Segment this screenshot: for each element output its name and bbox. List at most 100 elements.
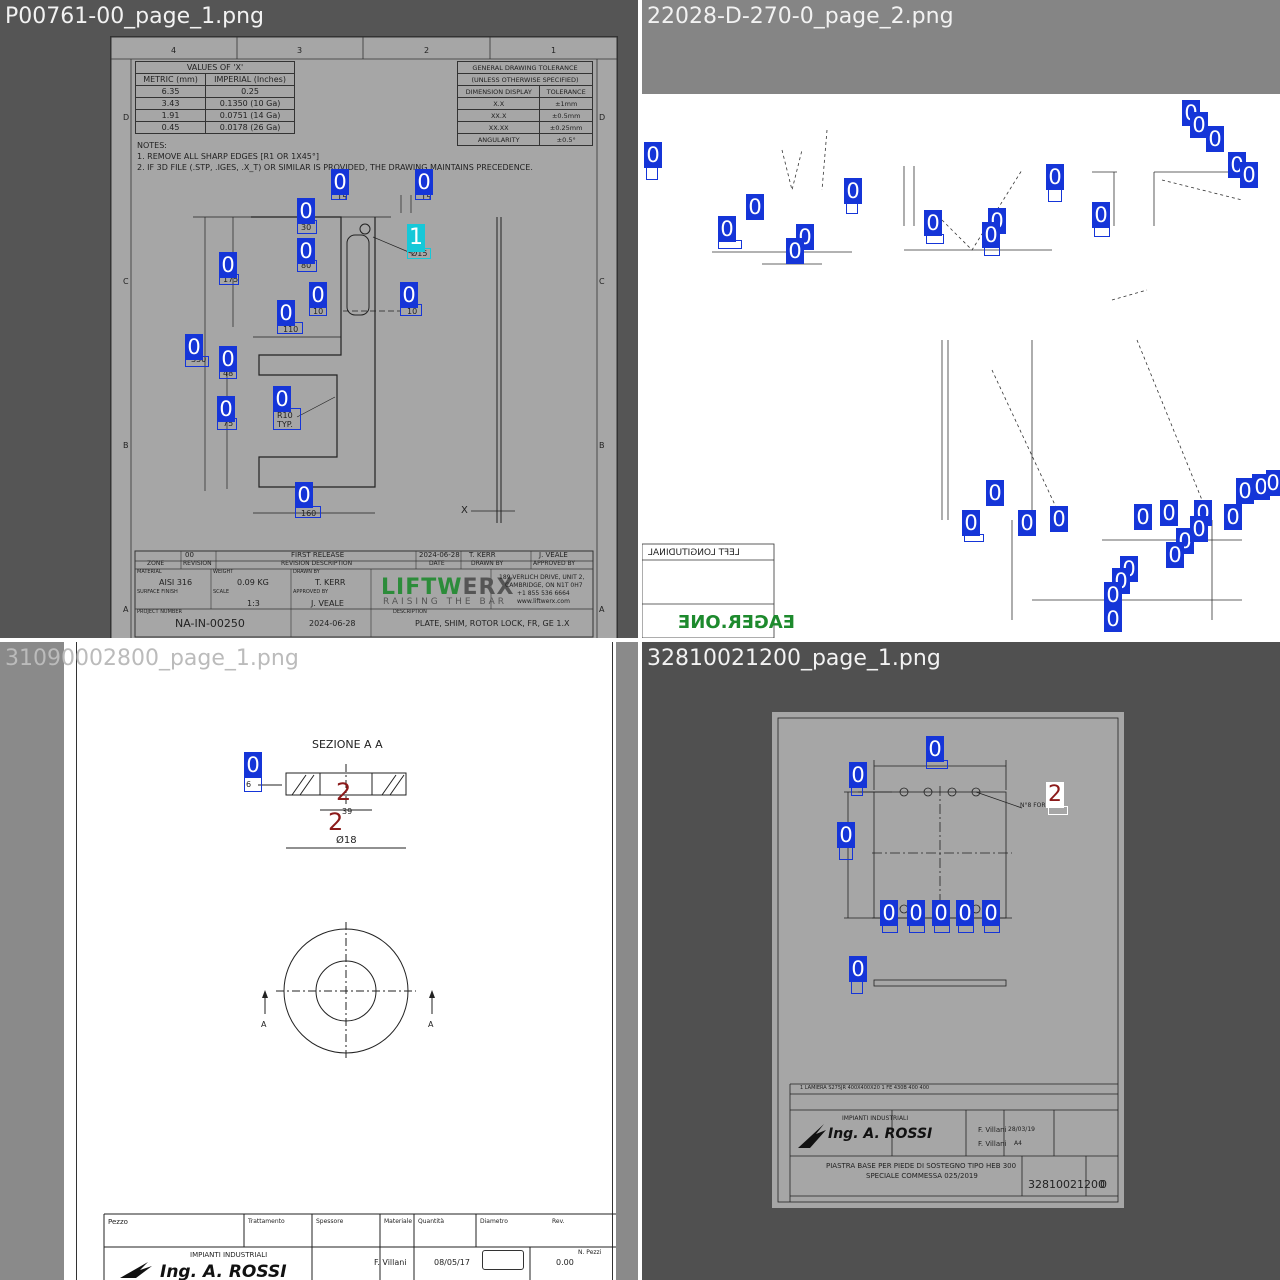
tb-header: Trattamento (248, 1218, 285, 1225)
company-name: IMPIANTI INDUSTRIALI (842, 1115, 909, 1122)
tile-22028: 22028-D-270-0_page_2.png (642, 0, 1280, 638)
material: AISI 316 (159, 578, 193, 587)
drawing-lines (103, 764, 616, 1280)
approved-label: APPROVED BY (293, 589, 329, 595)
tag-box (273, 408, 301, 430)
tag-box (964, 534, 984, 542)
tag-box (277, 322, 303, 334)
tag-0: 0 (309, 282, 327, 308)
note-2: 2. IF 3D FILE (.STP, .IGES, .X_T) OR SIM… (137, 163, 533, 172)
dim-label: 6 (246, 780, 252, 789)
drawing-lines (642, 129, 1243, 638)
row-label: D (599, 113, 606, 122)
rev-cell: T. KERR (469, 551, 496, 559)
tag-box (1048, 806, 1068, 815)
cell: 0.0751 (14 Ga) (205, 109, 295, 122)
tag-0: 0 (1104, 606, 1122, 632)
drawn-label: DRAWN BY (293, 569, 320, 575)
row-label: B (599, 441, 605, 450)
tag-0: 0 (849, 956, 867, 982)
tile-title: 32810021200_page_1.png (647, 646, 941, 671)
drawn-by: F. Villani (374, 1258, 407, 1267)
tag-0: 0 (1092, 202, 1110, 228)
dim-label: 30 (301, 223, 312, 232)
dim-label: 80 (301, 261, 312, 270)
rev-cell: J. VEALE (539, 551, 568, 559)
logo-tagline: RAISING THE BAR (383, 597, 508, 607)
rev-header: REVISION (183, 560, 212, 567)
tag-0: 0 (1240, 162, 1258, 188)
tb-header: Quantità (418, 1218, 445, 1225)
titleblock-label: LEFT LONGITUDINAL (648, 548, 740, 558)
tile-title: 22028-D-270-0_page_2.png (647, 4, 954, 29)
scale-label: SCALE (213, 589, 230, 595)
tag-box (718, 240, 742, 249)
tag-box (984, 246, 1000, 256)
tag-0: 0 (1018, 510, 1036, 536)
address-line: CAMBRIDGE, ON N1T 0H7 (505, 582, 583, 589)
tag-0: 0 (907, 900, 925, 926)
address-line: 189 VERLICH DRIVE, UNIT 2, (499, 574, 585, 581)
tag-0: 0 (331, 169, 349, 195)
dim-label: 75 (223, 419, 234, 428)
tag-0: 0 (295, 482, 313, 508)
drawing-date: 08/05/17 (434, 1258, 470, 1267)
drawing-date: 2024-06-28 (309, 619, 356, 628)
weight-label: WEIGHT (213, 569, 234, 575)
cell: 6.35 (134, 85, 207, 98)
tag-0: 0 (297, 198, 315, 224)
col-label: 4 (171, 46, 177, 55)
tag-0: 0 (644, 142, 662, 168)
tag-box (219, 274, 239, 285)
dim-label: 10 (313, 307, 324, 316)
rev-cell: FIRST RELEASE (291, 551, 345, 559)
dim-label: 175 (223, 275, 239, 284)
tag-0: 0 (1224, 504, 1242, 530)
rev-cell: 00 (185, 551, 194, 559)
tag-0: 0 (1236, 478, 1254, 504)
dim-label: Ø15 (411, 249, 428, 258)
tag-0: 0 (880, 900, 898, 926)
drawing-title-2: SPECIALE COMMESSA 025/2019 (866, 1172, 978, 1180)
company-name: IMPIANTI INDUSTRIALI (190, 1251, 268, 1259)
tag-box (297, 260, 317, 272)
section-arrow-label: A (261, 1020, 267, 1029)
drawing-sheet: 1 LAMIERA S275JR 400X400X20 1 FE 430B 40… (772, 712, 1124, 1208)
tag-0: 0 (185, 334, 203, 360)
cell: X.X (456, 97, 541, 110)
cell: ANGULARITY (456, 133, 541, 146)
material-label: MATERIAL (137, 569, 162, 575)
logo-part: LIFTW (381, 575, 463, 600)
tile-header (642, 0, 1280, 94)
tag-0: 0 (217, 396, 235, 422)
section-title: SEZIONE A A (312, 738, 383, 751)
dim-label: X (461, 505, 468, 516)
tag-0: 0 (1190, 112, 1208, 138)
tag-0: 0 (1166, 542, 1184, 568)
tb-header: Pezzo (108, 1218, 128, 1226)
tag-0: 0 (932, 900, 950, 926)
cell: 0.0178 (26 Ga) (205, 121, 295, 134)
dim-label: 39 (342, 807, 353, 816)
tag-box (185, 356, 209, 367)
row-label: B (123, 441, 129, 450)
projection-icon (482, 1250, 524, 1270)
tag-0: 0 (1252, 474, 1270, 500)
tag-box (958, 924, 974, 933)
tile-title: P00761-00_page_1.png (5, 4, 264, 29)
row-label: A (123, 605, 129, 614)
values-table: VALUES OF 'X' METRIC (mm) IMPERIAL (Inche… (134, 61, 295, 134)
tag-box (934, 924, 950, 933)
dim-label: 160 (301, 509, 317, 518)
tag-box (909, 924, 925, 933)
tag-0: 0 (219, 346, 237, 372)
col-label: 3 (297, 46, 303, 55)
tag-box (846, 202, 858, 214)
tb-header: Spessore (316, 1218, 344, 1225)
project-label: PROJECT NUMBER (137, 609, 182, 615)
drawn-by: T. KERR (315, 578, 346, 587)
cell: 3.43 (134, 97, 207, 110)
liftwerx-logo: LIFTWERX (381, 575, 514, 600)
cell: ±0.5° (539, 133, 593, 146)
tag-0: 0 (982, 222, 1000, 248)
